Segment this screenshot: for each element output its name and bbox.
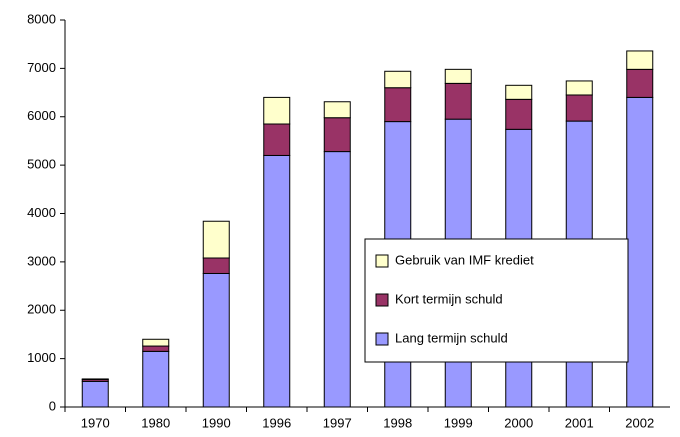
y-tick-label: 3000	[27, 253, 56, 268]
x-tick-label: 2000	[504, 415, 533, 430]
y-tick-label: 4000	[27, 205, 56, 220]
y-tick-label: 7000	[27, 60, 56, 75]
bar-segment	[202, 257, 230, 274]
legend-swatch	[375, 293, 389, 307]
bar-segment	[444, 82, 472, 120]
bar-segment	[626, 96, 654, 408]
y-tick-label: 8000	[27, 11, 56, 26]
x-tick-label: 1980	[141, 415, 170, 430]
bar-segment	[626, 68, 654, 98]
legend-swatch	[375, 332, 389, 346]
x-tick-label: 1990	[202, 415, 231, 430]
bar-segment	[202, 272, 230, 408]
bar-segment	[444, 68, 472, 84]
legend-box	[364, 238, 629, 363]
x-tick-label: 1999	[444, 415, 473, 430]
bar-segment	[142, 338, 170, 347]
x-tick-label: 1970	[81, 415, 110, 430]
bar-segment	[323, 117, 351, 153]
bar-segment	[263, 154, 291, 408]
y-tick-label: 1000	[27, 350, 56, 365]
bar-segment	[505, 98, 533, 130]
legend-label: Lang termijn schuld	[395, 330, 508, 345]
legend-label: Gebruik van IMF krediet	[395, 252, 534, 267]
bar-segment	[202, 220, 230, 259]
legend-swatch	[375, 254, 389, 268]
x-tick-label: 1997	[323, 415, 352, 430]
bar-segment	[384, 87, 412, 123]
x-tick-label: 1996	[262, 415, 291, 430]
bar-segment	[323, 151, 351, 408]
legend-label: Kort termijn schuld	[395, 291, 503, 306]
bar-segment	[565, 94, 593, 122]
bar-segment	[505, 84, 533, 100]
x-tick-label: 1998	[383, 415, 412, 430]
bar-segment	[626, 50, 654, 70]
y-tick-label: 6000	[27, 108, 56, 123]
bar-segment	[142, 350, 170, 408]
y-tick-label: 5000	[27, 157, 56, 172]
y-tick-label: 0	[49, 398, 56, 413]
bar-segment	[142, 345, 170, 352]
bar-segment	[263, 96, 291, 125]
x-tick-label: 2001	[565, 415, 594, 430]
bar-segment	[263, 123, 291, 156]
y-tick-label: 2000	[27, 302, 56, 317]
bar-segment	[565, 80, 593, 96]
x-tick-label: 2002	[625, 415, 654, 430]
bar-segment	[81, 380, 109, 408]
bar-segment	[384, 70, 412, 89]
bar-segment	[323, 101, 351, 119]
